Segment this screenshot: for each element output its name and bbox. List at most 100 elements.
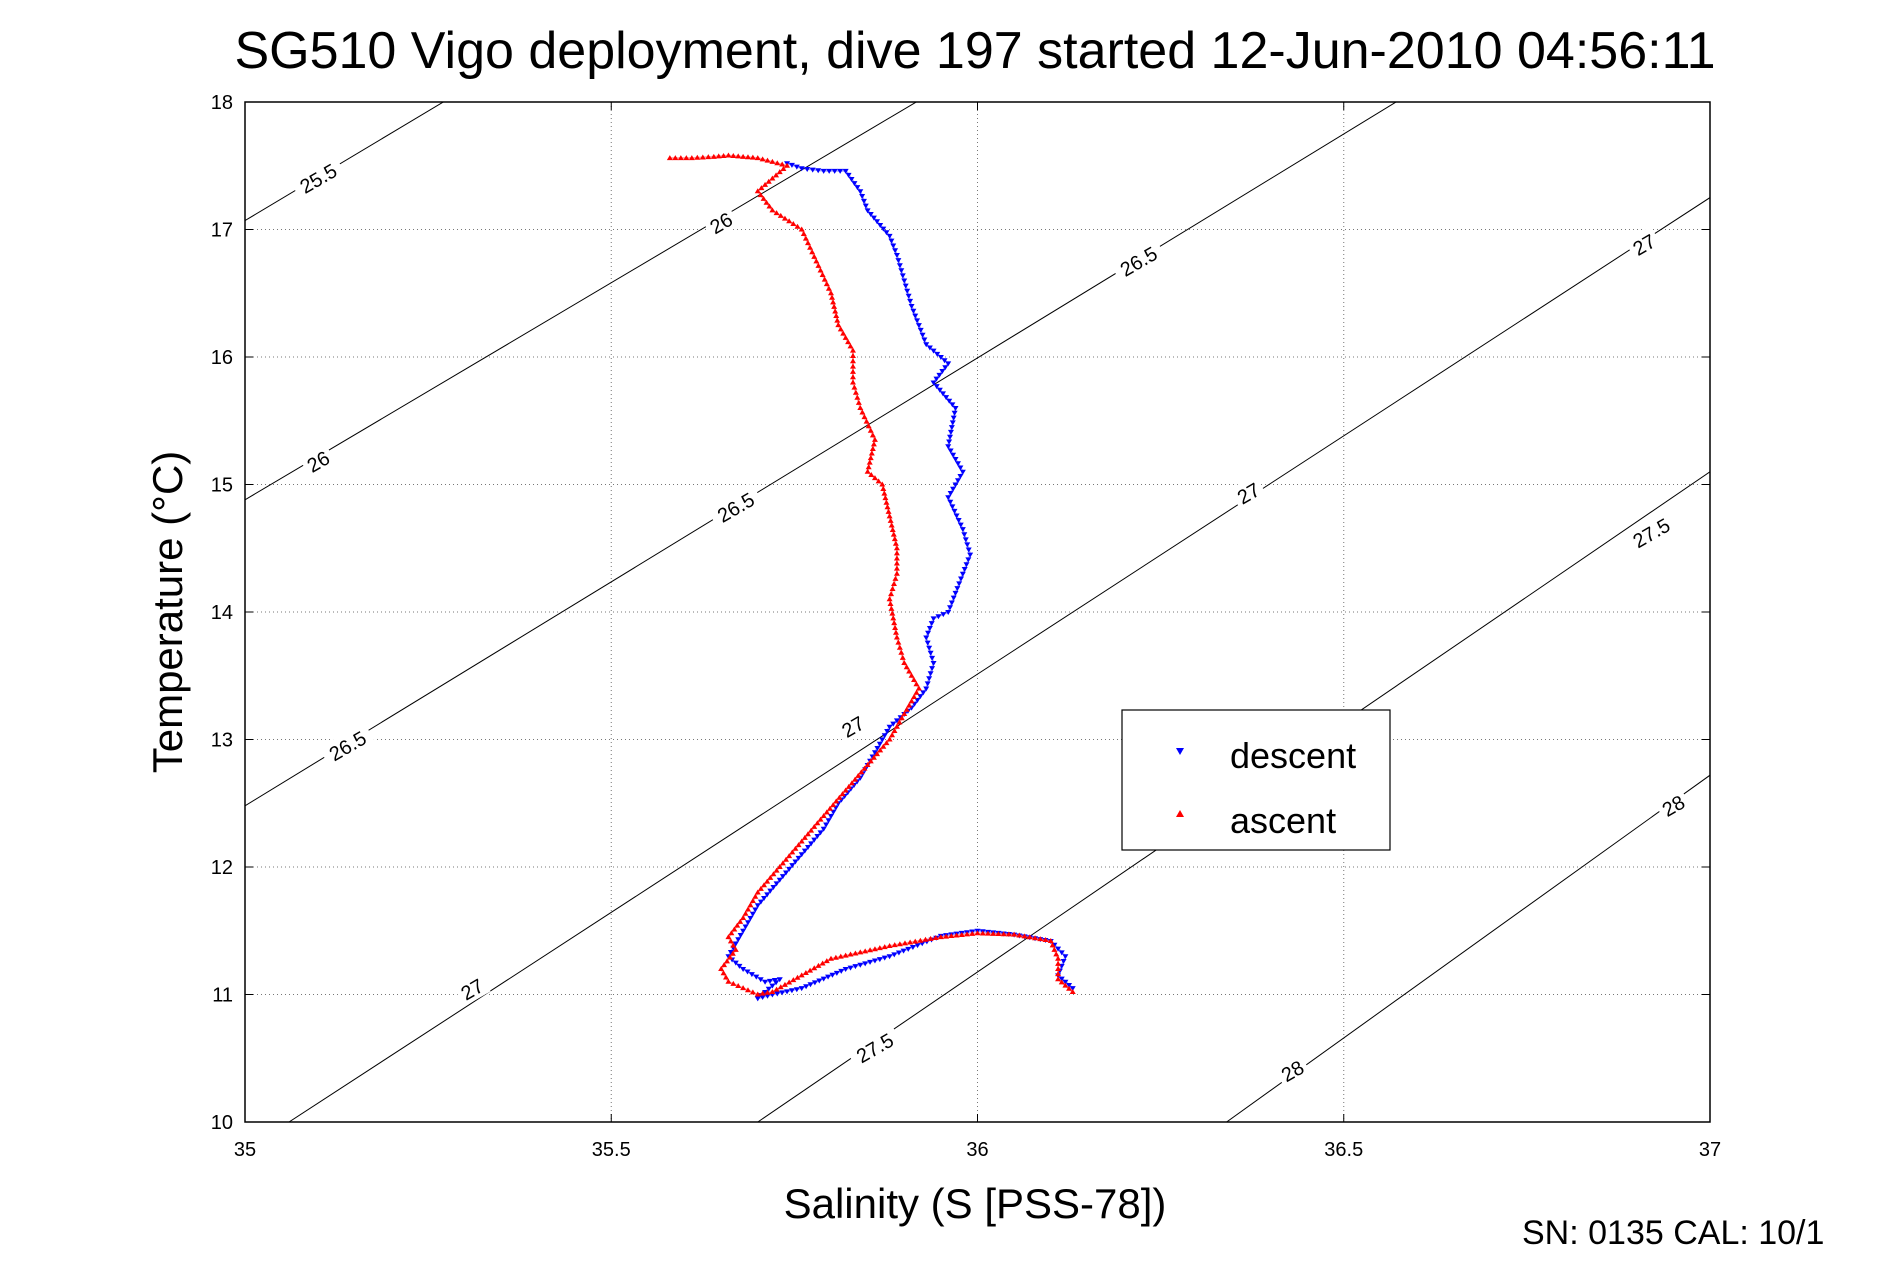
descent-point — [947, 499, 954, 505]
ascent-point — [896, 719, 903, 725]
ascent-point — [883, 499, 890, 505]
ascent-point — [907, 939, 914, 945]
ascent-point — [728, 930, 735, 936]
legend-label-descent: descent — [1230, 735, 1356, 776]
ascent-point — [740, 985, 747, 991]
descent-point — [1062, 954, 1069, 960]
ascent-point — [888, 591, 895, 597]
ascent-point — [786, 218, 793, 224]
descent-point — [857, 189, 864, 195]
ascent-point — [984, 930, 991, 936]
ascent-point — [911, 677, 918, 682]
y-tick-label: 17 — [211, 220, 233, 242]
descent-point — [732, 960, 739, 966]
ascent-point — [855, 399, 862, 405]
ascent-point — [804, 831, 811, 837]
ascent-point — [802, 970, 809, 976]
series-ascent — [666, 152, 1076, 997]
ascent-point — [777, 212, 784, 218]
ascent-point — [749, 154, 756, 160]
ascent-point — [861, 765, 868, 771]
ascent-point — [867, 455, 874, 461]
ascent-point — [765, 178, 772, 184]
ascent-point — [874, 751, 881, 757]
descent-point — [871, 958, 878, 964]
descent-point — [815, 168, 822, 174]
ascent-point — [871, 946, 878, 952]
axis-ticks: 35 35.5 36 36.5 37 10 11 12 13 14 15 16 17 18 — [211, 92, 1721, 1161]
ascent-point — [725, 152, 732, 158]
ascent-point — [790, 977, 797, 983]
contour-label-bg — [706, 483, 764, 530]
ascent-point — [890, 615, 897, 621]
ascent-point — [766, 203, 773, 209]
legend-marker-descent — [1176, 748, 1184, 755]
ascent-point — [857, 949, 864, 955]
ascent-point — [854, 394, 861, 400]
ascent-point — [1042, 937, 1049, 943]
ascent-point — [773, 867, 780, 873]
ascent-point — [802, 235, 809, 241]
ascent-point — [729, 950, 736, 956]
ascent-point — [757, 192, 764, 198]
ascent-point — [1055, 966, 1062, 971]
ascent-point — [870, 441, 877, 447]
ascent-point — [1051, 946, 1058, 952]
ascent-point — [863, 418, 870, 424]
ascent-point — [865, 464, 872, 470]
descent-point — [952, 457, 959, 462]
descent-point — [788, 162, 795, 168]
descent-point — [1058, 976, 1065, 982]
ascent-point — [885, 508, 892, 514]
descent-point — [744, 969, 751, 975]
ascent-point — [849, 358, 856, 364]
ascent-point — [837, 326, 844, 332]
ascent-point — [849, 363, 856, 369]
descent-point — [950, 595, 957, 601]
descent-point — [829, 972, 836, 978]
descent-point — [959, 469, 966, 475]
y-tick-label: 12 — [211, 857, 233, 879]
ascent-point — [1032, 935, 1039, 941]
descent-point — [947, 605, 954, 611]
descent-point — [886, 233, 893, 239]
ascent-point — [830, 802, 837, 808]
descent-point — [842, 967, 849, 972]
ascent-point — [896, 941, 903, 947]
descent-point — [926, 345, 933, 351]
ascent-point — [913, 689, 920, 695]
ascent-point — [735, 983, 742, 988]
ascent-point — [859, 409, 866, 415]
descent-point — [950, 486, 957, 492]
descent-point — [963, 562, 970, 568]
ascent-point — [891, 536, 898, 542]
ascent-point — [1021, 933, 1028, 939]
ascent-point — [855, 772, 862, 778]
contour-label-bg — [289, 154, 347, 202]
ascent-point — [887, 517, 894, 523]
ascent-point — [849, 352, 856, 358]
ascent-point — [892, 575, 899, 581]
ascent-point — [1055, 976, 1062, 982]
descent-point — [947, 491, 954, 496]
descent-point — [951, 410, 958, 416]
ascent-point — [886, 513, 893, 519]
descent-point — [736, 963, 743, 969]
descent-point — [826, 168, 833, 174]
ascent-point — [809, 249, 816, 255]
descent-point — [1069, 986, 1076, 992]
descent-point — [831, 168, 838, 174]
descent-point — [851, 181, 858, 187]
chart-title: SG510 Vigo deployment, dive 197 started … — [234, 22, 1715, 80]
ascent-point — [723, 958, 730, 964]
ascent-point — [861, 414, 868, 420]
ascent-point — [886, 736, 893, 742]
ascent-point — [820, 813, 827, 818]
descent-point — [957, 522, 964, 528]
descent-point — [753, 974, 760, 980]
ascent-point — [798, 972, 805, 978]
ascent-point — [868, 471, 875, 477]
ascent-point — [813, 258, 820, 264]
descent-point — [767, 888, 774, 894]
descent-point — [934, 351, 941, 357]
